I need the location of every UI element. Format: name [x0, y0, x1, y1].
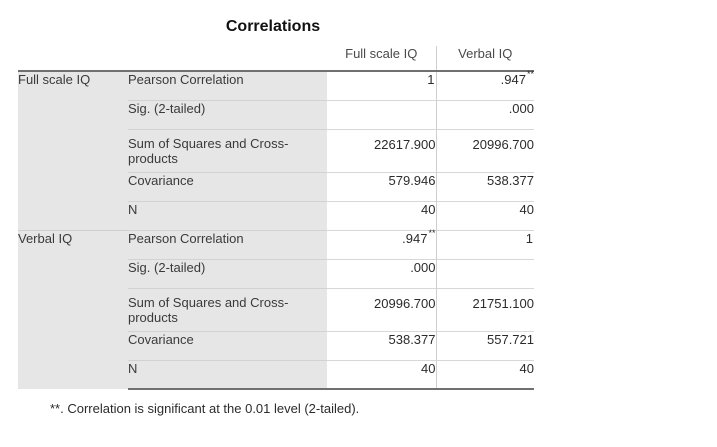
- value-cell: 1: [436, 229, 534, 259]
- correlations-table: Full scale IQ Verbal IQ Full scale IQ Pe…: [18, 46, 534, 390]
- value-cell: 40: [327, 200, 437, 230]
- value-cell: 40: [436, 200, 534, 230]
- corner-cell: [18, 46, 128, 71]
- value-cell: 557.721: [436, 330, 534, 360]
- row-header-verbal-iq: Verbal IQ: [18, 229, 128, 389]
- column-header-verbal-iq: Verbal IQ: [436, 46, 534, 72]
- value-cell: 1: [327, 70, 437, 100]
- table-row: N 40 40: [18, 359, 534, 390]
- value-cell: .947**: [327, 227, 437, 259]
- table-footnote: **. Correlation is significant at the 0.…: [50, 401, 360, 416]
- value-cell: 22617.900: [327, 128, 437, 172]
- value-cell: .000: [436, 99, 534, 129]
- value-cell: 21751.100: [436, 287, 534, 331]
- value-cell: [436, 258, 534, 288]
- significance-marker: **: [526, 69, 534, 79]
- table-row: Sig. (2-tailed) .000: [18, 258, 534, 288]
- value-cell: [327, 99, 437, 129]
- table-row: N 40 40: [18, 200, 534, 230]
- table-row: Sum of Squares and Cross-products 22617.…: [18, 128, 534, 172]
- value-cell: 40: [327, 359, 437, 390]
- value-cell: 20996.700: [327, 287, 437, 331]
- stat-label: Covariance: [128, 171, 327, 201]
- table-row: Verbal IQ Pearson Correlation .947** 1: [18, 227, 534, 389]
- table-title: Correlations: [225, 18, 321, 35]
- table-row: Sig. (2-tailed) .000: [18, 99, 534, 129]
- stat-label: Sum of Squares and Cross-products: [128, 128, 327, 172]
- value-cell: .947**: [436, 69, 534, 100]
- stat-label: N: [128, 200, 327, 230]
- corner-cell: [128, 46, 327, 71]
- value-cell: .000: [327, 258, 437, 288]
- value-cell: 538.377: [327, 330, 437, 360]
- stat-label: Pearson Correlation: [128, 70, 327, 100]
- stat-label: N: [128, 359, 327, 390]
- stat-label: Sum of Squares and Cross-products: [128, 287, 327, 331]
- table-row: Sum of Squares and Cross-products 20996.…: [18, 287, 534, 331]
- value-cell: 20996.700: [436, 128, 534, 172]
- value-cell: 40: [436, 359, 534, 390]
- table-row: Covariance 579.946 538.377: [18, 171, 534, 201]
- table-row: Covariance 538.377 557.721: [18, 330, 534, 360]
- value-cell: 538.377: [436, 171, 534, 201]
- stat-label: Sig. (2-tailed): [128, 258, 327, 288]
- stat-label: Pearson Correlation: [128, 229, 327, 259]
- value-cell: 579.946: [327, 171, 437, 201]
- header-row: Full scale IQ Verbal IQ: [18, 46, 534, 72]
- table-row: Full scale IQ Pearson Correlation 1 .947…: [18, 69, 534, 230]
- row-header-full-scale-iq: Full scale IQ: [18, 70, 128, 230]
- column-header-full-scale-iq: Full scale IQ: [327, 46, 437, 72]
- stat-label: Covariance: [128, 330, 327, 360]
- stat-label: Sig. (2-tailed): [128, 99, 327, 129]
- significance-marker: **: [428, 227, 436, 238]
